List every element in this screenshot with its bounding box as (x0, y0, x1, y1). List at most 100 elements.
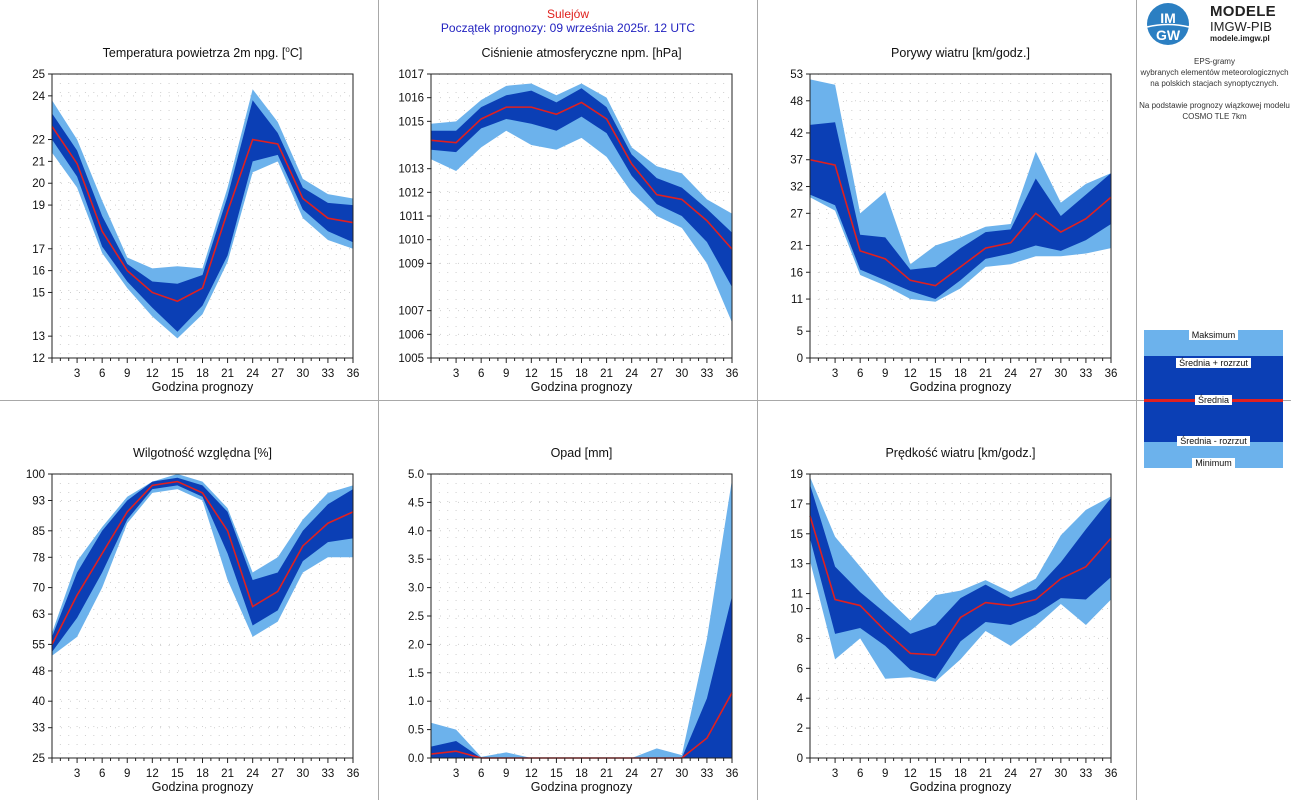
y-tick-label: 55 (32, 639, 45, 651)
x-axis-label: Godzina prognozy (910, 780, 1012, 794)
station-name: Sulejów (546, 7, 590, 21)
x-tick-label: 24 (1004, 368, 1017, 380)
x-tick-label: 33 (701, 368, 714, 380)
info-line2: wybranych elementów meteorologicznych (1140, 68, 1289, 77)
y-tick-label: 33 (32, 723, 45, 735)
legend-min-label: Minimum (1192, 458, 1235, 468)
y-tick-label: 10 (790, 604, 803, 616)
x-tick-label: 3 (74, 768, 80, 780)
x-tick-label: 6 (857, 768, 863, 780)
x-tick-label: 3 (832, 368, 838, 380)
chart-title: Wilgotność względna [%] (133, 446, 272, 460)
imgw-logo: IM GW MODELE IMGW-PIB modele.imgw.pl (1140, 0, 1291, 50)
y-tick-label: 13 (32, 331, 45, 343)
y-tick-label: 1005 (398, 353, 424, 365)
y-tick-label: 48 (790, 96, 803, 108)
x-tick-label: 33 (322, 768, 335, 780)
info-line3: na polskich stacjach synoptycznych. (1150, 79, 1279, 88)
chart-wind-speed: Prędkość wiatru [km/godz.]02468101113151… (790, 446, 1117, 794)
y-tick-label: 3.0 (408, 583, 424, 595)
x-tick-label: 21 (600, 768, 613, 780)
x-tick-label: 24 (246, 368, 259, 380)
x-tick-label: 30 (296, 768, 309, 780)
y-tick-label: 20 (32, 178, 45, 190)
x-tick-label: 6 (478, 368, 484, 380)
y-tick-label: 1006 (398, 329, 424, 341)
y-tick-label: 24 (32, 91, 45, 103)
chart-humidity: Wilgotność względna [%]25334048556370788… (26, 446, 360, 794)
x-tick-label: 18 (954, 768, 967, 780)
x-tick-label: 6 (99, 768, 105, 780)
chart-title: Temperatura powietrza 2m npg. [oC] (103, 45, 303, 60)
spread-band (810, 122, 1111, 300)
band-legend: Maksimum Średnia + rozrzut Średnia Średn… (1144, 330, 1283, 468)
x-tick-label: 36 (1105, 368, 1118, 380)
chart-title: Porywy wiatru [km/godz.] (891, 46, 1030, 60)
y-tick-label: 2.0 (408, 639, 424, 651)
x-axis-label: Godzina prognozy (910, 380, 1012, 394)
y-tick-label: 8 (797, 633, 803, 645)
spread-band (52, 477, 353, 652)
x-tick-label: 36 (726, 368, 739, 380)
x-tick-label: 9 (124, 768, 130, 780)
y-tick-label: 11 (791, 294, 803, 306)
x-tick-label: 33 (1080, 368, 1093, 380)
y-tick-label: 3.5 (408, 554, 424, 566)
x-tick-label: 21 (600, 368, 613, 380)
x-tick-label: 15 (929, 768, 942, 780)
x-tick-label: 30 (675, 368, 688, 380)
y-tick-label: 37 (790, 155, 803, 167)
x-tick-label: 27 (650, 368, 663, 380)
x-tick-label: 33 (1080, 768, 1093, 780)
x-tick-label: 24 (625, 768, 638, 780)
x-tick-label: 3 (74, 368, 80, 380)
x-tick-label: 6 (478, 768, 484, 780)
x-tick-label: 18 (954, 368, 967, 380)
y-tick-label: 21 (790, 240, 803, 252)
y-tick-label: 13 (790, 559, 803, 571)
y-tick-label: 4.0 (408, 526, 424, 538)
x-axis-label: Godzina prognozy (531, 780, 633, 794)
logo-mark-top: IM (1160, 10, 1176, 26)
forecast-start: Początek prognozy: 09 września 2025r. 12… (440, 21, 696, 35)
logo-mark-bottom: GW (1156, 27, 1181, 43)
x-tick-label: 24 (1004, 768, 1017, 780)
x-tick-label: 3 (453, 368, 459, 380)
logo-url: modele.imgw.pl (1210, 34, 1270, 43)
y-tick-label: 1.5 (408, 668, 424, 680)
y-tick-label: 0.0 (408, 753, 424, 765)
x-tick-label: 36 (726, 768, 739, 780)
y-tick-label: 22 (32, 135, 45, 147)
x-tick-label: 3 (832, 768, 838, 780)
y-tick-label: 19 (790, 469, 803, 481)
x-tick-label: 12 (525, 768, 538, 780)
x-tick-label: 12 (146, 368, 159, 380)
x-tick-label: 24 (625, 368, 638, 380)
y-tick-label: 100 (26, 469, 45, 481)
y-tick-label: 0 (797, 353, 803, 365)
x-axis-label: Godzina prognozy (152, 780, 254, 794)
y-tick-label: 48 (32, 666, 45, 678)
x-axis-label: Godzina prognozy (531, 380, 633, 394)
x-tick-label: 6 (857, 368, 863, 380)
y-tick-label: 11 (791, 589, 803, 601)
y-tick-label: 2 (797, 723, 803, 735)
y-tick-label: 21 (32, 156, 45, 168)
y-tick-label: 25 (32, 753, 45, 765)
legend-max-label: Maksimum (1188, 330, 1239, 340)
x-tick-label: 30 (1054, 368, 1067, 380)
y-tick-label: 1016 (398, 93, 424, 105)
legend-connector-right (1283, 400, 1291, 401)
y-tick-label: 85 (32, 526, 45, 538)
mean-line (430, 101, 733, 250)
x-tick-label: 12 (146, 768, 159, 780)
y-tick-label: 2.5 (408, 611, 424, 623)
x-tick-label: 6 (99, 368, 105, 380)
chart-wind-gusts: Porywy wiatru [km/godz.] 0 5 11 16 21 27 32 37 42… (790, 46, 1118, 394)
y-tick-label: 70 (32, 583, 45, 595)
x-tick-label: 9 (124, 368, 130, 380)
x-axis-label: Godzina prognozy (152, 380, 254, 394)
x-tick-label: 15 (171, 368, 184, 380)
x-tick-label: 27 (1029, 368, 1042, 380)
y-tick-label: 93 (32, 496, 45, 508)
